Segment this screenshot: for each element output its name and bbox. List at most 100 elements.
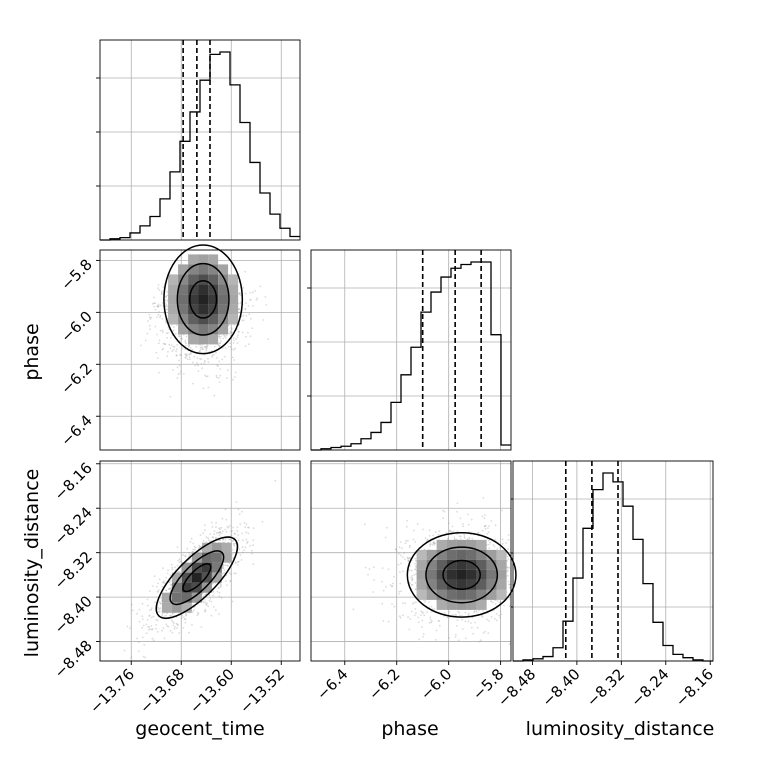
scatter-point xyxy=(222,565,224,568)
scatter-point xyxy=(418,638,421,641)
scatter-point xyxy=(136,612,139,615)
scatter-point xyxy=(201,346,204,348)
scatter-point xyxy=(163,582,166,585)
scatter-point xyxy=(185,342,187,345)
scatter-point xyxy=(184,353,187,356)
density-cell xyxy=(201,552,212,563)
scatter-point xyxy=(406,556,409,559)
scatter-point xyxy=(239,302,242,304)
scatter-point xyxy=(163,580,165,582)
scatter-point xyxy=(508,586,511,589)
scatter-point xyxy=(158,601,161,603)
scatter-point xyxy=(363,523,366,526)
scatter-point xyxy=(185,354,188,357)
scatter-point xyxy=(229,579,232,582)
density-cell xyxy=(218,264,229,275)
scatter-point xyxy=(245,335,248,338)
scatter-point xyxy=(156,619,159,622)
scatter-point xyxy=(385,585,387,588)
histogram-luminosity_distance xyxy=(513,472,713,662)
scatter-point xyxy=(148,313,151,316)
scatter-point xyxy=(498,601,501,604)
scatter-point xyxy=(224,508,227,511)
scatter-point xyxy=(187,346,190,348)
scatter-point xyxy=(423,614,426,617)
scatter-point xyxy=(411,575,413,577)
scatter-point xyxy=(426,538,429,541)
scatter-point xyxy=(208,540,211,543)
scatter-point xyxy=(415,612,417,614)
density-cell xyxy=(456,579,467,590)
scatter-point xyxy=(428,535,431,537)
scatter-point xyxy=(410,576,412,579)
scatter-point xyxy=(470,622,472,624)
scatter-point xyxy=(204,529,206,532)
scatter-point xyxy=(508,583,510,586)
scatter-point xyxy=(501,509,503,512)
scatter-point xyxy=(216,357,218,359)
scatter-point xyxy=(238,292,241,294)
density-cell xyxy=(208,314,219,325)
scatter-point xyxy=(392,582,394,585)
scatter-point xyxy=(145,632,148,635)
density-cell xyxy=(466,589,477,600)
scatter-point xyxy=(449,530,451,532)
scatter-point xyxy=(222,538,224,541)
scatter-point xyxy=(442,517,444,520)
scatter-point xyxy=(498,614,500,617)
scatter-point xyxy=(490,600,492,602)
scatter-point xyxy=(364,566,367,569)
scatter-point xyxy=(247,331,249,334)
scatter-point xyxy=(496,619,498,622)
scatter-point xyxy=(165,623,168,626)
scatter-point xyxy=(199,550,202,552)
scatter-point xyxy=(500,613,503,616)
scatter-point xyxy=(153,305,156,308)
scatter-point xyxy=(428,601,430,604)
scatter-point xyxy=(230,331,233,334)
scatter-point xyxy=(243,521,246,524)
scatter-point xyxy=(506,566,509,568)
scatter-point xyxy=(166,625,169,627)
scatter-point xyxy=(215,376,218,379)
scatter-point xyxy=(198,545,201,548)
scatter-point xyxy=(203,598,206,601)
scatter-point xyxy=(225,334,228,337)
density-cell xyxy=(188,264,199,275)
scatter-point xyxy=(159,602,162,605)
scatter-point xyxy=(184,344,187,347)
scatter-point xyxy=(232,378,234,381)
scatter-point xyxy=(170,324,173,326)
scatter-point xyxy=(168,343,171,346)
scatter-point xyxy=(179,354,181,357)
scatter-point xyxy=(176,627,178,629)
scatter-point xyxy=(438,619,440,622)
scatter-point xyxy=(483,525,486,528)
density-cell xyxy=(171,572,182,583)
scatter-point xyxy=(166,300,169,302)
scatter-point xyxy=(129,627,132,630)
scatter-point xyxy=(218,591,221,594)
scatter-point xyxy=(246,540,249,543)
scatter-point xyxy=(219,531,222,534)
scatter-point xyxy=(252,563,255,566)
scatter-point xyxy=(433,542,436,545)
density-cell xyxy=(168,314,179,325)
scatter-point xyxy=(451,614,454,616)
scatter-point xyxy=(433,607,436,610)
scatter-point xyxy=(489,541,492,544)
density-cell xyxy=(201,542,212,553)
scatter-point xyxy=(401,547,403,550)
scatter-point xyxy=(172,624,175,627)
scatter-point xyxy=(244,307,247,310)
scatter-point xyxy=(372,591,375,593)
scatter-point xyxy=(156,306,159,308)
scatter-point xyxy=(414,608,417,610)
scatter-point xyxy=(175,354,178,357)
scatter-point xyxy=(182,627,185,629)
scatter-point xyxy=(157,305,159,308)
scatter-point xyxy=(210,600,213,603)
scatter-point xyxy=(219,337,221,340)
scatter-point xyxy=(155,351,158,354)
scatter-point xyxy=(220,532,223,535)
